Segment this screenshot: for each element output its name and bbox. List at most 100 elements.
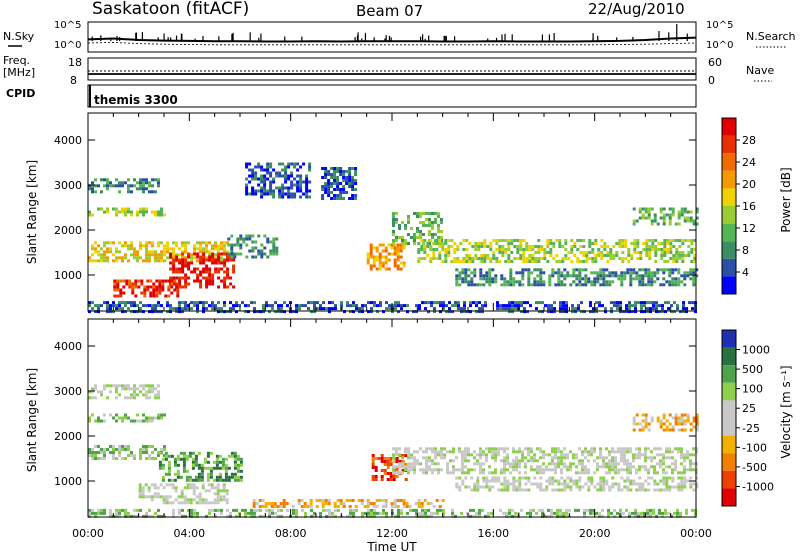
- heatmap-cell: [469, 310, 472, 314]
- heatmap-cell: [560, 488, 564, 492]
- heatmap-cell: [603, 254, 607, 257]
- heatmap-cell: [599, 271, 603, 275]
- heatmap-cell: [121, 210, 124, 214]
- heatmap-cell: [402, 246, 406, 250]
- heatmap-cell: [289, 310, 292, 314]
- heatmap-cell: [260, 252, 264, 256]
- heatmap-cell: [605, 462, 608, 466]
- heatmap-cell: [575, 485, 579, 489]
- heatmap-cell: [566, 468, 569, 472]
- heatmap-cell: [638, 268, 642, 272]
- heatmap-cell: [138, 489, 142, 493]
- heatmap-cell: [88, 301, 91, 305]
- heatmap-cell: [577, 307, 580, 311]
- heatmap-cell: [619, 508, 622, 512]
- heatmap-cell: [651, 242, 655, 245]
- heatmap-cell: [644, 274, 648, 278]
- heatmap-cell: [443, 453, 446, 457]
- heatmap-cell: [142, 451, 145, 454]
- heatmap-cell: [417, 260, 421, 263]
- heatmap-cell: [588, 239, 592, 242]
- heatmap-cell: [142, 413, 145, 417]
- heatmap-cell: [576, 239, 580, 242]
- heatmap-cell: [585, 254, 589, 257]
- colorbar-tick-label: 1000: [742, 344, 770, 357]
- heatmap-cell: [233, 457, 237, 461]
- heatmap-cell: [204, 501, 208, 505]
- heatmap-cell: [668, 450, 671, 454]
- heatmap-cell: [543, 251, 547, 254]
- heatmap-cell: [619, 301, 622, 305]
- heatmap-cell: [152, 282, 156, 286]
- heatmap-cell: [479, 271, 483, 275]
- heatmap-cell: [97, 508, 100, 512]
- heatmap-cell: [396, 255, 400, 259]
- heatmap-cell: [476, 488, 480, 492]
- heatmap-cell: [176, 472, 180, 476]
- heatmap-cell: [510, 239, 514, 242]
- heatmap-cell: [413, 233, 416, 236]
- heatmap-cell: [542, 488, 546, 492]
- heatmap-cell: [668, 413, 672, 417]
- heatmap-cell: [139, 454, 142, 457]
- heatmap-cell: [695, 207, 699, 211]
- heatmap-cell: [559, 310, 562, 314]
- heatmap-cell: [205, 514, 208, 518]
- heatmap-cell: [494, 471, 497, 475]
- heatmap-cell: [533, 453, 536, 457]
- heatmap-cell: [569, 283, 573, 287]
- colorbar-frame: [721, 329, 737, 507]
- heatmap-cell: [503, 459, 506, 463]
- heatmap-cell: [691, 307, 694, 311]
- heatmap-cell: [497, 447, 500, 451]
- heatmap-cell: [131, 288, 135, 292]
- heatmap-cell: [439, 304, 442, 308]
- heatmap-cell: [407, 456, 410, 460]
- heatmap-cell: [354, 173, 358, 176]
- heatmap-cell: [526, 511, 529, 515]
- heatmap-cell: [611, 468, 614, 472]
- heatmap-cell: [608, 485, 612, 489]
- heatmap-cell: [480, 242, 484, 245]
- heatmap-cell: [653, 274, 657, 278]
- heatmap-cell: [305, 186, 309, 190]
- heatmap-cell: [673, 310, 676, 314]
- heatmap-cell: [643, 304, 646, 308]
- heatmap-cell: [169, 267, 173, 271]
- heatmap-cell: [278, 174, 282, 178]
- heatmap-cell: [669, 248, 673, 251]
- heatmap-cell: [163, 213, 166, 217]
- heatmap-cell: [266, 162, 270, 166]
- heatmap-cell: [223, 301, 226, 305]
- heatmap-cell: [265, 304, 268, 308]
- heatmap-cell: [220, 244, 223, 248]
- heatmap-cell: [272, 195, 276, 199]
- heatmap-cell: [561, 260, 565, 263]
- heatmap-cell: [447, 248, 451, 251]
- heatmap-cell: [389, 460, 393, 463]
- heatmap-cell: [512, 459, 515, 463]
- heatmap-cell: [267, 502, 271, 505]
- cpid-frame: [87, 84, 697, 108]
- heatmap-cell: [112, 241, 115, 245]
- colorbar-tick-label: -25: [742, 422, 760, 435]
- heatmap-cell: [396, 264, 400, 268]
- heatmap-cell: [566, 465, 569, 469]
- heatmap-cell: [495, 260, 499, 263]
- heatmap-cell: [678, 254, 682, 257]
- heatmap-cell: [669, 251, 673, 254]
- heatmap-cell: [524, 268, 528, 272]
- heatmap-cell: [219, 495, 223, 499]
- heatmap-cell: [97, 304, 100, 308]
- heatmap-cell: [148, 514, 151, 518]
- heatmap-cell: [160, 514, 163, 518]
- heatmap-cell: [603, 242, 607, 245]
- heatmap-cell: [512, 476, 516, 480]
- heatmap-cell: [386, 466, 390, 469]
- heatmap-cell: [182, 460, 186, 464]
- heatmap-cell: [565, 301, 568, 305]
- heatmap-cell: [348, 185, 352, 188]
- heatmap-cell: [500, 459, 503, 463]
- heatmap-cell: [175, 253, 178, 257]
- heatmap-cell: [100, 511, 103, 515]
